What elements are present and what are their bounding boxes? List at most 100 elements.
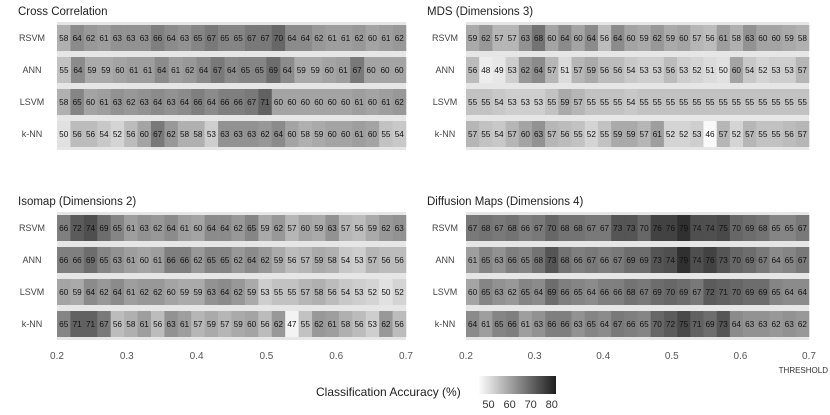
cell-value-label: 68 — [574, 224, 584, 233]
heatmap-cell — [392, 247, 407, 273]
cell-value-label: 50 — [381, 288, 391, 297]
heatmap-cell — [650, 57, 665, 83]
heatmap-cell — [271, 25, 286, 51]
heatmap-cell — [716, 247, 731, 273]
heatmap-cell — [97, 89, 111, 115]
heatmap-cell — [637, 279, 651, 305]
colorbar-legend: Classification Accuracy (%) 50 60 70 80 — [316, 376, 558, 411]
heatmap-cell — [624, 89, 638, 115]
heatmap-cell — [110, 121, 125, 147]
cell-value-label: 67 — [247, 34, 257, 43]
cell-value-label: 60 — [547, 34, 557, 43]
cell-value-label: 66 — [547, 320, 557, 329]
cell-value-label: 68 — [481, 224, 491, 233]
cell-value-label: 52 — [666, 130, 676, 139]
cell-value-label: 61 — [354, 98, 364, 107]
heatmap-cell — [703, 121, 717, 147]
heatmap-cell — [505, 311, 520, 337]
heatmap-cell — [110, 215, 125, 241]
cell-value-label: 59 — [587, 66, 597, 75]
heatmap-cell — [312, 25, 326, 51]
cell-value-label: 58 — [301, 130, 311, 139]
heatmap-cell — [352, 121, 367, 147]
cell-value-label: 63 — [745, 320, 755, 329]
cell-value-label: 55 — [574, 130, 584, 139]
cell-value-label: 64 — [274, 130, 284, 139]
cell-value-label: 65 — [481, 288, 491, 297]
heatmap-cell — [271, 121, 286, 147]
cell-value-label: 62 — [234, 288, 244, 297]
heatmap-cell — [492, 311, 506, 337]
cell-value-label: 62 — [140, 288, 150, 297]
heatmap-cell — [336, 57, 351, 83]
cell-value-label: 52 — [692, 66, 702, 75]
cell-value-label: 59 — [311, 66, 321, 75]
cell-value-label: 66 — [600, 288, 610, 297]
cell-value-label: 52 — [679, 130, 689, 139]
cell-value-label: 73 — [547, 256, 557, 265]
cell-value-label: 70 — [666, 288, 676, 297]
heatmap-cell — [729, 57, 744, 83]
heatmap-cell — [531, 25, 546, 51]
heatmap-cell — [492, 57, 506, 83]
cell-value-label: 63 — [113, 98, 123, 107]
cell-value-label: 65 — [220, 34, 230, 43]
cell-value-label: 64 — [287, 34, 297, 43]
heatmap-cell — [584, 247, 599, 273]
heatmap-cell — [756, 311, 770, 337]
cell-value-label: 56 — [666, 66, 676, 75]
heatmap-cell — [252, 57, 267, 83]
heatmap-cell — [177, 247, 192, 273]
cell-value-label: 64 — [247, 256, 257, 265]
cell-value-label: 76 — [706, 256, 716, 265]
heatmap-cell — [795, 25, 810, 51]
cell-value-label: 54 — [99, 130, 109, 139]
heatmap-cell — [769, 311, 783, 337]
heatmap-cell — [285, 311, 299, 337]
heatmap-cell — [624, 215, 638, 241]
heatmap-cell — [84, 57, 100, 83]
row-label-rsvm: RSVM — [19, 223, 45, 233]
heatmap-cell — [663, 215, 678, 241]
heatmap-cell — [531, 121, 546, 147]
heatmap-cell — [231, 25, 246, 51]
heatmap-cell — [150, 89, 165, 115]
heatmap-cell — [663, 247, 678, 273]
cell-value-label: 53 — [679, 66, 689, 75]
heatmap-cell — [743, 215, 757, 241]
cell-value-label: 53 — [354, 256, 364, 265]
heatmap-cell — [558, 121, 572, 147]
cell-value-label: 57 — [193, 320, 203, 329]
cell-value-label: 63 — [745, 34, 755, 43]
heatmap-cell — [479, 57, 493, 83]
row-label-k-nn: k-NN — [435, 319, 456, 329]
cell-value-label: 72 — [706, 288, 716, 297]
heatmap-cell — [505, 25, 520, 51]
cell-value-label: 55 — [732, 98, 742, 107]
heatmap-cell — [164, 215, 179, 241]
cell-value-label: 63 — [167, 320, 177, 329]
cell-value-label: 59 — [207, 320, 217, 329]
cell-value-label: 56 — [126, 130, 136, 139]
heatmap-cell — [611, 89, 625, 115]
heatmap-cell — [756, 247, 770, 273]
cell-value-label: 58 — [328, 256, 338, 265]
cell-value-label: 60 — [341, 98, 351, 107]
cell-value-label: 64 — [207, 224, 217, 233]
cell-value-label: 69 — [706, 320, 716, 329]
heatmap-cell — [244, 247, 259, 273]
cell-value-label: 55 — [274, 288, 284, 297]
heatmap-cell — [531, 279, 546, 305]
cell-value-label: 64 — [73, 66, 83, 75]
heatmap-cell — [379, 279, 393, 305]
heatmap-cell — [365, 247, 380, 273]
heatmap-cell — [479, 89, 493, 115]
cell-value-label: 55 — [719, 98, 729, 107]
heatmap-cell — [782, 279, 797, 305]
heatmap-cell — [258, 25, 273, 51]
cell-value-label: 65 — [771, 224, 781, 233]
cell-value-label: 60 — [193, 224, 203, 233]
heatmap-cell — [743, 311, 757, 337]
cell-value-label: 60 — [274, 98, 284, 107]
heatmap-cell — [392, 215, 407, 241]
